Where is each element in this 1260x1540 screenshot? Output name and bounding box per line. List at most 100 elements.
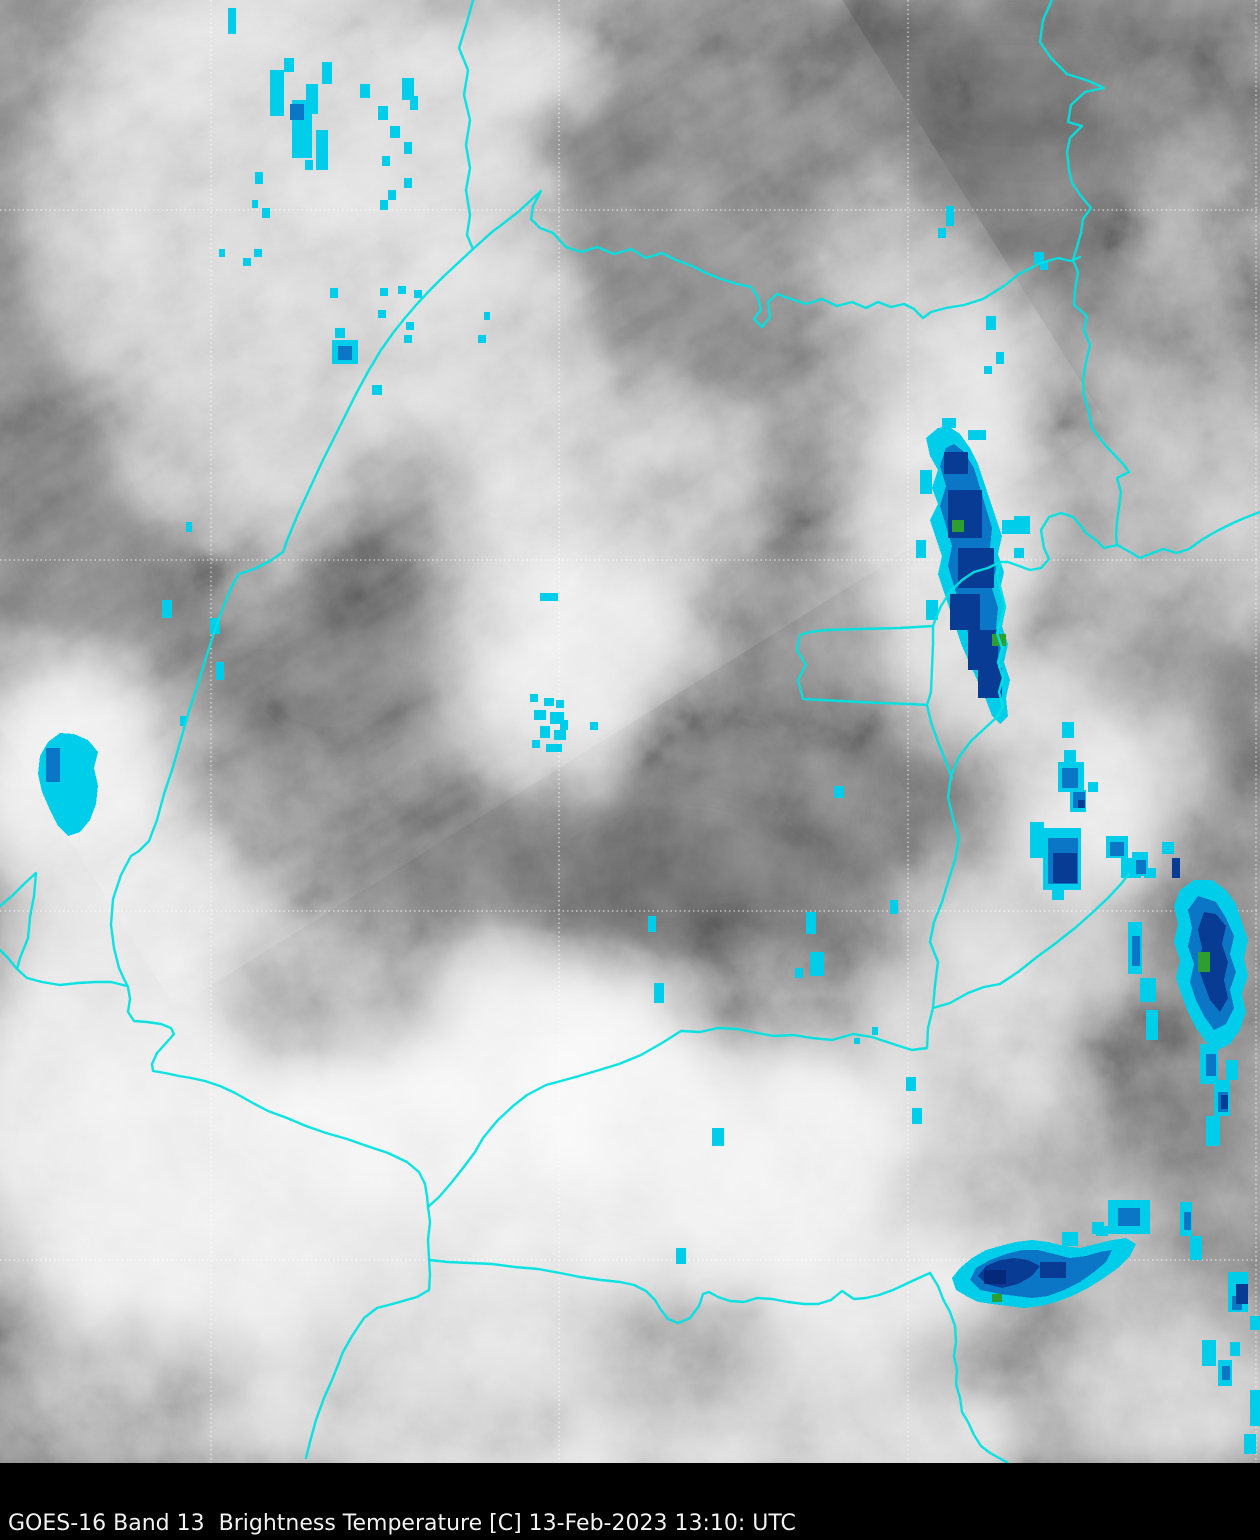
- cold-cloud-tl-speck-field: [219, 249, 225, 257]
- cold-cloud-center-speckle: [532, 740, 540, 748]
- border-border-link-rect-ne: [931, 560, 1002, 628]
- cold-cloud-tl-speck-field: [335, 328, 345, 338]
- cold-cloud-right-band-lower: [1226, 1060, 1238, 1080]
- cold-cloud-ns-band-lumps: [968, 430, 986, 440]
- cold-cloud-right-band-lower: [1250, 1390, 1260, 1426]
- cold-cloud-right-mid-cyan: [1140, 978, 1156, 1002]
- cold-cloud-right-mid-cyan: [1062, 722, 1074, 738]
- cold-cloud-center-speckle: [560, 720, 568, 730]
- border-border-right-edge: [1115, 510, 1260, 560]
- cold-cloud-center-speckle: [556, 700, 564, 708]
- cold-cloud-tl-speck-field: [382, 156, 390, 166]
- cold-cloud-ns-band-lumps: [986, 316, 996, 330]
- cold-cloud-ne-patch: [1062, 1232, 1078, 1246]
- cold-cloud-ns-band-lumps: [926, 600, 938, 620]
- cold-cloud-right-mid-cyan: [1030, 822, 1044, 858]
- cold-cloud-ns-band-navy: [950, 594, 980, 630]
- cold-cloud-right-band-lower: [1190, 1236, 1202, 1260]
- cold-cloud-ns-band-green: [952, 520, 964, 532]
- cold-cloud-right-mid-navy: [1078, 800, 1085, 808]
- cold-cloud-mid-specks: [906, 1077, 916, 1091]
- cold-cloud-tl-speck-field: [262, 208, 270, 218]
- cold-cloud-tl-speck-field: [216, 662, 224, 680]
- cold-cloud-tl-blue-cores: [338, 346, 352, 360]
- cold-cloud-mid-specks: [854, 1038, 860, 1044]
- geographic-borders: [0, 0, 1260, 1463]
- cold-cloud-tl-speck-field: [404, 178, 412, 188]
- cold-cloud-tl-speck-field: [378, 106, 388, 120]
- cold-cloud-center-speckle: [590, 722, 598, 730]
- cold-cloud-bottom-band-deep: [984, 1270, 1006, 1284]
- cold-cloud-right-band-lower: [1230, 1342, 1240, 1356]
- cold-cloud-center-speckle: [540, 593, 558, 601]
- cold-cloud-tl-speck-field: [284, 58, 294, 72]
- cold-cloud-center-speckle: [546, 744, 562, 752]
- cold-cloud-tl-speck-field: [372, 385, 382, 395]
- cold-cloud-mid-specks: [654, 983, 664, 1003]
- cold-cloud-tl-speck-field: [390, 126, 400, 138]
- cold-cloud-right-mid-cyan: [1014, 516, 1030, 526]
- cold-cloud-ns-band-lumps: [920, 470, 932, 494]
- cold-cloud-right-band-lower: [1244, 1434, 1256, 1454]
- cold-cloud-right-mid-blue: [1136, 860, 1146, 874]
- cold-cloud-overlay: [38, 8, 1260, 1454]
- cold-cloud-right-band-lower: [1250, 1316, 1260, 1330]
- cold-cloud-tl-speck-field: [316, 130, 328, 170]
- cold-cloud-tl-speck-field: [254, 249, 262, 257]
- cold-cloud-right-mid-cyan: [1088, 782, 1098, 792]
- cold-cloud-tl-speck-field: [306, 84, 318, 114]
- cold-cloud-mid-specks: [834, 786, 844, 798]
- border-boundary-rectangle: [795, 624, 935, 707]
- border-border-loop-west: [998, 511, 1119, 572]
- cold-cloud-tl-speck-field: [210, 618, 220, 634]
- cold-cloud-ns-band-lumps: [946, 206, 954, 226]
- border-border-left-appendix: [0, 871, 129, 988]
- cold-cloud-mid-specks: [806, 912, 816, 934]
- cold-cloud-ne-patch-blue: [1118, 1208, 1140, 1226]
- cold-cloud-tl-speck-field: [180, 716, 186, 726]
- border-river-north: [457, 0, 475, 251]
- satellite-map: [0, 0, 1260, 1463]
- border-border-ne-wavy: [931, 872, 1131, 1010]
- cold-cloud-center-speckle: [540, 726, 550, 738]
- cold-cloud-right-band-lower-navy: [1221, 1095, 1228, 1109]
- graticule: [0, 0, 1260, 1463]
- cold-cloud-ns-band-navy: [978, 668, 1002, 698]
- cold-cloud-ns-band-navy: [944, 452, 968, 474]
- cold-cloud-right-mid-navy: [1172, 858, 1180, 878]
- border-border-sw-wavy: [426, 1006, 935, 1209]
- cold-cloud-tl-speck-field: [360, 84, 370, 98]
- cold-cloud-tl-speck-field: [228, 8, 236, 34]
- cold-cloud-right-mid-cyan: [1022, 526, 1030, 534]
- cold-cloud-center-speckle: [530, 694, 538, 702]
- cold-cloud-tl-speck-field: [404, 142, 412, 154]
- border-spur-rect-se: [925, 703, 954, 780]
- cold-cloud-mid-specks: [872, 1027, 878, 1035]
- cloud-texture-streaks: [0, 0, 1108, 1008]
- cold-cloud-right-mid-cyan: [1144, 868, 1156, 878]
- cold-cloud-ns-band-lumps: [942, 418, 956, 428]
- cold-cloud-tl-speck-field: [380, 288, 388, 296]
- cold-cloud-tl-speck-field: [404, 335, 412, 343]
- cold-cloud-mid-specks: [795, 968, 803, 978]
- cold-cloud-tl-speck-field: [243, 258, 251, 266]
- cold-cloud-ns-band-lumps: [1014, 548, 1024, 558]
- cold-cloud-right-mid-cyan: [1052, 884, 1064, 900]
- cold-cloud-right-band-lower-blue: [1184, 1212, 1191, 1230]
- cold-cloud-tl-speck-field: [162, 600, 172, 618]
- cold-cloud-right-mid-cyan: [1064, 750, 1076, 764]
- cold-cloud-right-mid-blue: [1132, 936, 1140, 966]
- cold-cloud-right-band-lower: [1206, 1116, 1220, 1146]
- caption-bar: GOES-16 Band 13 Brightness Temperature […: [0, 1463, 1260, 1540]
- cold-cloud-tl-speck-field: [305, 160, 313, 170]
- cold-cloud-tl-speck-field: [270, 70, 284, 116]
- cold-cloud-bottom-band-green: [992, 1294, 1002, 1302]
- cold-cloud-mid-specks: [676, 1248, 686, 1264]
- border-border-long-diagonal: [109, 247, 475, 1460]
- border-border-se-descent: [928, 1271, 1010, 1463]
- cold-cloud-right-mid-cyan: [1146, 1010, 1158, 1040]
- cold-cloud-right-mid-blue: [1062, 768, 1078, 788]
- cold-cloud-ns-band-lumps: [1034, 252, 1044, 264]
- cold-cloud-right-mid-cyan: [1162, 842, 1174, 854]
- cold-cloud-mid-specks: [912, 1108, 922, 1124]
